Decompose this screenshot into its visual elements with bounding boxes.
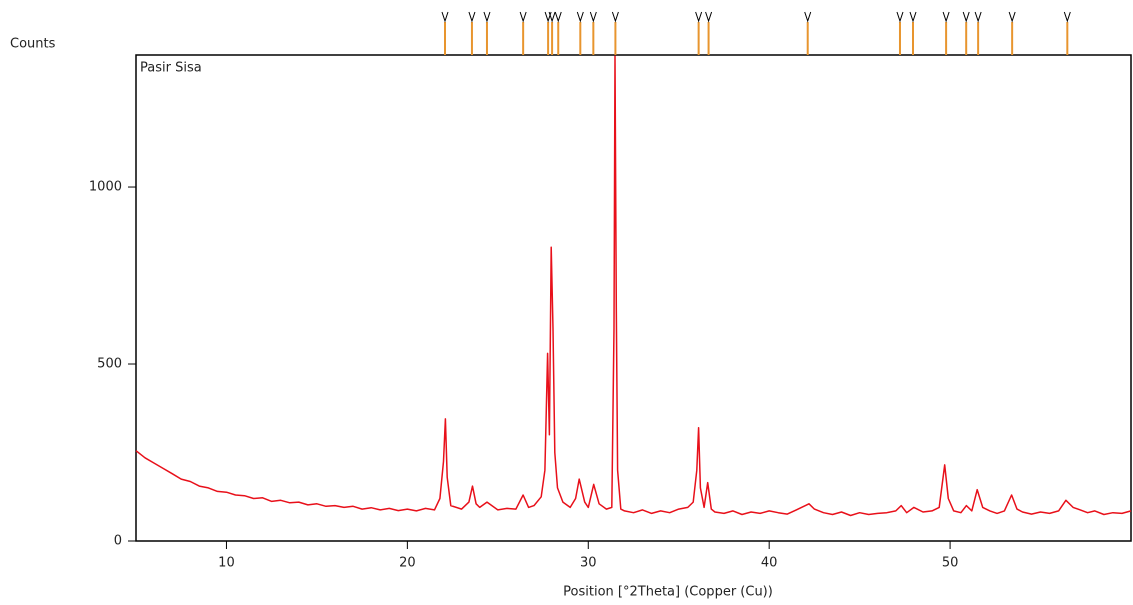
reference-marker <box>611 11 619 23</box>
y-tick-label: 1000 <box>89 180 122 195</box>
x-tick-label: 10 <box>218 556 235 571</box>
reference-marker <box>519 11 527 23</box>
reference-marker <box>962 11 970 23</box>
y-tick-label: 0 <box>114 534 122 549</box>
x-tick-label: 40 <box>761 556 778 571</box>
y-tick-label: 500 <box>97 357 122 372</box>
plot-frame <box>135 54 1132 542</box>
reference-marker <box>804 11 812 23</box>
reference-marker <box>1063 11 1071 23</box>
reference-marker <box>909 11 917 23</box>
reference-marker <box>896 11 904 23</box>
data-line <box>135 55 1132 517</box>
x-tick-label: 20 <box>399 556 416 571</box>
series-label: Pasir Sisa <box>140 61 202 76</box>
reference-marker <box>554 11 562 23</box>
y-axis-label: Counts <box>10 37 56 52</box>
reference-marker <box>468 11 476 23</box>
x-tick-label: 30 <box>580 556 597 571</box>
x-axis-label: Position [°2Theta] (Copper (Cu)) <box>563 585 773 600</box>
reference-marker <box>695 11 703 23</box>
x-tick-label: 50 <box>942 556 959 571</box>
reference-marker <box>576 11 584 23</box>
reference-marker <box>705 11 713 23</box>
reference-marker <box>548 11 556 23</box>
reference-marker <box>942 11 950 23</box>
reference-marker <box>441 11 449 23</box>
reference-marker <box>1008 11 1016 23</box>
reference-marker <box>974 11 982 23</box>
reference-marker <box>589 11 597 23</box>
reference-marker <box>483 11 491 23</box>
